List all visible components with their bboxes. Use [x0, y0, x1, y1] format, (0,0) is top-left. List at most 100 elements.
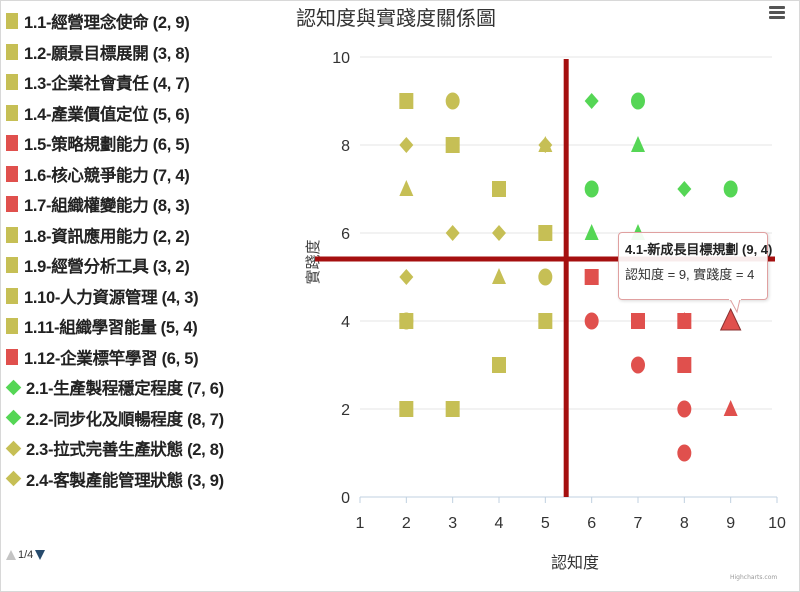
legend-item-label: 1.9-經營分析工具 (3, 2)	[24, 258, 190, 277]
x-tick-label: 7	[634, 515, 643, 532]
legend-item-label: 1.1-經營理念使命 (2, 9)	[24, 14, 190, 33]
square-marker[interactable]	[584, 269, 599, 285]
x-axis-title: 認知度	[551, 553, 599, 572]
square-marker-icon	[6, 348, 18, 365]
square-marker[interactable]	[399, 93, 414, 109]
square-marker-icon	[6, 196, 18, 213]
square-marker[interactable]	[399, 401, 414, 417]
diamond-marker[interactable]	[538, 137, 553, 153]
diamond-marker[interactable]	[445, 225, 460, 241]
square-marker[interactable]	[631, 313, 645, 329]
credit-link[interactable]: Highcharts.com	[730, 574, 778, 581]
legend-item-label: 1.12-企業標竿學習 (6, 5)	[24, 349, 199, 368]
y-tick-label: 6	[341, 226, 350, 243]
square-marker-icon	[6, 318, 18, 335]
square-marker[interactable]	[538, 313, 553, 329]
square-marker[interactable]	[538, 225, 553, 241]
legend-item-label: 1.10-人力資源管理 (4, 3)	[24, 288, 199, 307]
triangle-marker[interactable]	[399, 180, 414, 196]
square-marker[interactable]	[492, 181, 506, 197]
legend-item-label: 2.2-同步化及順暢程度 (8, 7)	[26, 410, 224, 429]
circle-marker[interactable]	[584, 180, 599, 198]
triangle-marker[interactable]	[631, 136, 645, 152]
legend-pagination: 1/4	[6, 549, 46, 561]
triangle-marker[interactable]	[723, 400, 738, 416]
legend-prev-page-icon[interactable]	[6, 550, 16, 560]
legend-item[interactable]: 1.1-經營理念使命 (2, 9)	[6, 6, 276, 37]
circle-marker[interactable]	[677, 444, 692, 462]
legend-item[interactable]: 1.11-組織學習能量 (5, 4)	[6, 311, 276, 342]
legend-item[interactable]: 1.2-願景目標展開 (3, 8)	[6, 37, 276, 68]
y-tick-label: 0	[341, 490, 350, 507]
legend-item-label: 2.3-拉式完善生產狀態 (2, 8)	[26, 441, 224, 460]
legend-item[interactable]: 1.6-核心競爭能力 (7, 4)	[6, 159, 276, 190]
square-marker-icon	[6, 104, 18, 121]
x-tick-label: 2	[402, 515, 411, 532]
x-tick-label: 10	[768, 515, 786, 532]
square-marker-icon	[6, 135, 18, 152]
legend-item-label: 1.11-組織學習能量 (5, 4)	[24, 319, 198, 338]
legend-item-label: 2.4-客製產能管理狀態 (3, 9)	[26, 471, 224, 490]
circle-marker[interactable]	[631, 92, 645, 110]
circle-marker[interactable]	[723, 180, 738, 198]
square-marker-icon	[6, 43, 18, 60]
chart-title: 認知度與實踐度關係圖	[296, 6, 496, 30]
triangle-marker[interactable]	[584, 224, 599, 240]
diamond-marker[interactable]	[492, 225, 506, 241]
square-marker-icon	[6, 287, 18, 304]
square-marker-icon	[6, 74, 18, 91]
circle-marker[interactable]	[538, 268, 553, 286]
legend-item[interactable]: 1.9-經營分析工具 (3, 2)	[6, 250, 276, 281]
x-tick-label: 9	[726, 515, 735, 532]
legend-item[interactable]: 2.4-客製產能管理狀態 (3, 9)	[5, 464, 276, 495]
legend-item[interactable]: 2.2-同步化及順暢程度 (8, 7)	[5, 403, 276, 434]
legend-item-label: 1.4-產業價值定位 (5, 6)	[24, 105, 190, 124]
square-marker[interactable]	[445, 401, 460, 417]
diamond-marker[interactable]	[584, 93, 599, 109]
square-marker[interactable]	[677, 313, 692, 329]
diamond-marker[interactable]	[399, 137, 414, 153]
legend-item-label: 1.8-資訊應用能力 (2, 2)	[24, 227, 190, 246]
legend-item-label: 1.6-核心競爭能力 (7, 4)	[24, 166, 190, 185]
y-tick-label: 2	[341, 402, 350, 419]
circle-marker[interactable]	[445, 92, 460, 110]
legend-item-label: 1.5-策略規劃能力 (6, 5)	[24, 136, 190, 155]
square-marker[interactable]	[492, 357, 506, 373]
tooltip: 4.1-新成長目標規劃 (9, 4) 認知度 = 9, 實踐度 = 4	[618, 232, 773, 300]
triangle-marker[interactable]	[492, 268, 506, 284]
legend-next-page-icon[interactable]	[35, 550, 46, 560]
legend-item[interactable]: 1.3-企業社會責任 (4, 7)	[6, 67, 276, 98]
circle-marker[interactable]	[584, 312, 599, 330]
circle-marker[interactable]	[399, 312, 414, 330]
legend-item[interactable]: 1.8-資訊應用能力 (2, 2)	[6, 220, 276, 251]
legend-item[interactable]: 1.5-策略規劃能力 (6, 5)	[6, 128, 276, 159]
legend-item[interactable]: 1.12-企業標竿學習 (6, 5)	[6, 342, 276, 373]
square-marker[interactable]	[445, 137, 460, 153]
y-tick-label: 10	[332, 50, 350, 67]
hamburger-menu-icon[interactable]	[769, 6, 785, 22]
diamond-marker[interactable]	[677, 181, 692, 197]
x-tick-label: 4	[495, 515, 504, 532]
square-marker[interactable]	[677, 357, 692, 373]
legend-item[interactable]: 1.4-產業價值定位 (5, 6)	[6, 98, 276, 129]
x-tick-label: 1	[356, 515, 365, 532]
x-tick-label: 5	[541, 515, 550, 532]
diamond-marker[interactable]	[399, 269, 414, 285]
x-tick-label: 6	[587, 515, 596, 532]
legend-item[interactable]: 1.7-組織權變能力 (8, 3)	[6, 189, 276, 220]
y-axis-title: 實踐度	[304, 239, 322, 284]
square-marker-icon	[6, 226, 18, 243]
hovered-triangle-marker[interactable]	[719, 307, 742, 331]
legend-item[interactable]: 2.1-生產製程穩定程度 (7, 6)	[5, 372, 276, 403]
legend-item-label: 1.2-願景目標展開 (3, 8)	[24, 44, 190, 63]
x-tick-label: 3	[448, 515, 457, 532]
legend-item[interactable]: 2.3-拉式完善生產狀態 (2, 8)	[5, 433, 276, 464]
y-tick-label: 4	[341, 314, 350, 331]
legend: 1.1-經營理念使命 (2, 9) 1.2-願景目標展開 (3, 8) 1.3-企業…	[5, 6, 276, 495]
legend-item[interactable]: 1.10-人力資源管理 (4, 3)	[6, 281, 276, 312]
circle-marker[interactable]	[631, 356, 645, 374]
legend-item-label: 2.1-生產製程穩定程度 (7, 6)	[26, 380, 224, 399]
tooltip-title: 4.1-新成長目標規劃 (9, 4)	[625, 242, 773, 257]
circle-marker[interactable]	[677, 400, 692, 418]
